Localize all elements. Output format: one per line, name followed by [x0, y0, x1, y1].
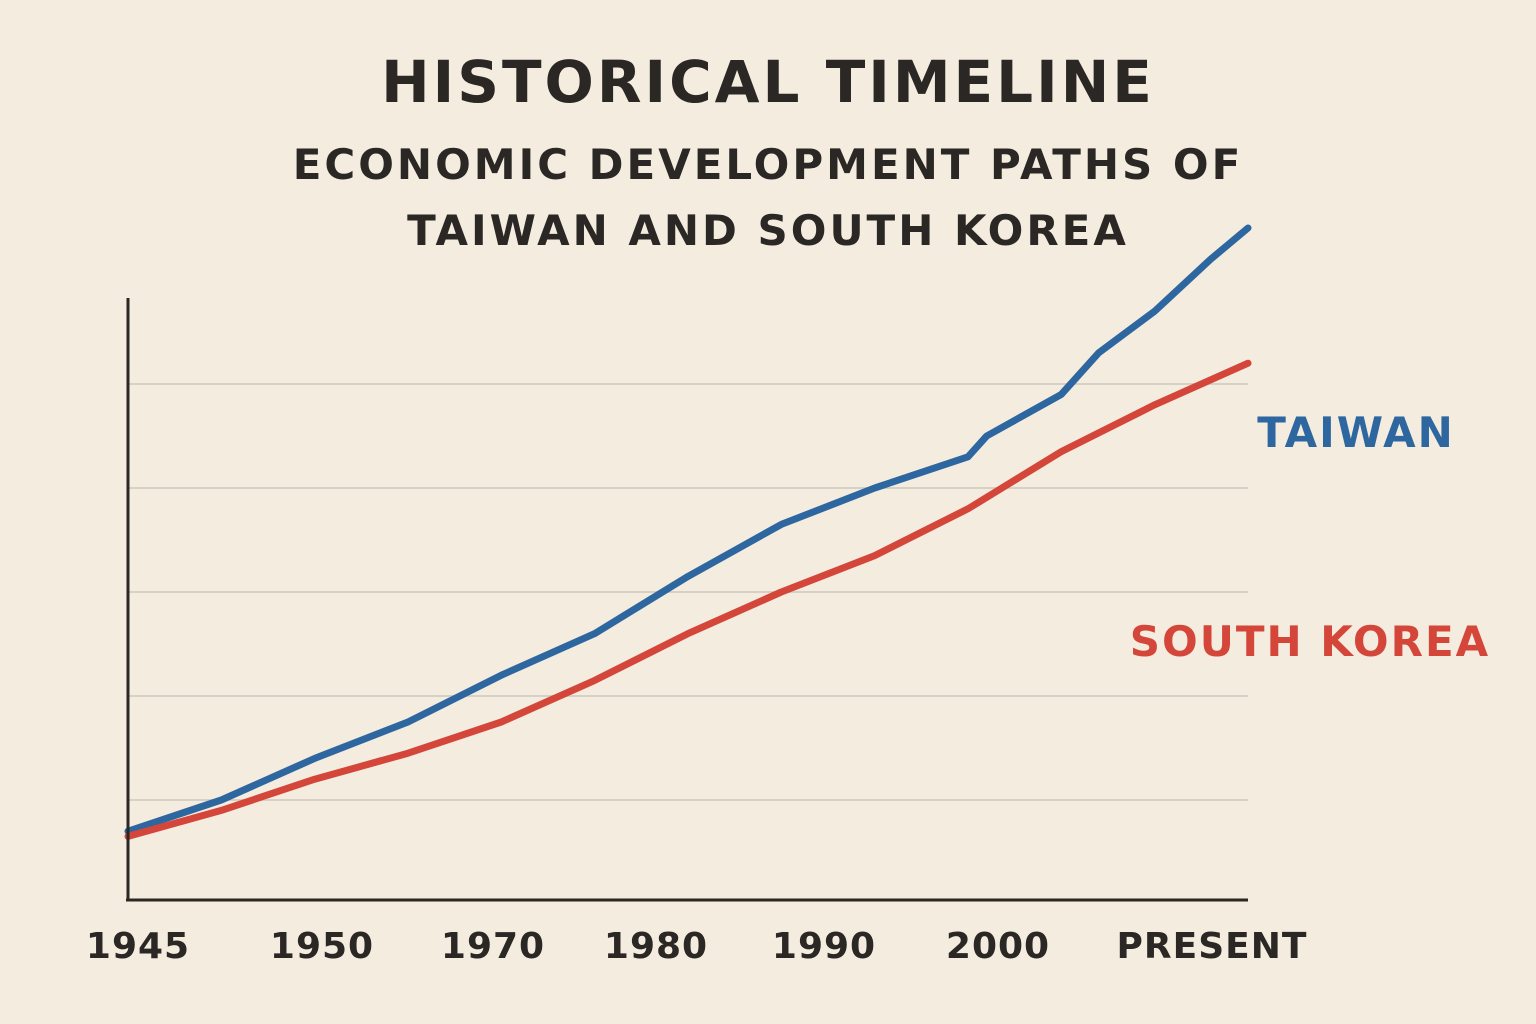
- x-tick-label: 1990: [772, 926, 876, 967]
- x-tick-label: 1950: [270, 926, 374, 967]
- series-lines: [124, 224, 1252, 840]
- series-label-south-korea: SOUTH KOREA: [1130, 617, 1490, 666]
- series-label-taiwan: TAIWAN: [1257, 408, 1455, 457]
- chart-subtitle-line-1: ECONOMIC DEVELOPMENT PATHS OF: [292, 140, 1244, 189]
- chart-title: HISTORICAL TIMELINE: [381, 48, 1155, 116]
- x-tick-labels: 1945 1950 1970 1980 1990 2000 PRESENT: [86, 926, 1308, 967]
- x-tick-label: PRESENT: [1117, 926, 1308, 967]
- x-tick-label: 1980: [604, 926, 708, 967]
- series-line-south-korea: [124, 359, 1252, 840]
- x-tick-label: 2000: [946, 926, 1050, 967]
- gridlines: [128, 383, 1248, 801]
- x-tick-label: 1970: [441, 926, 545, 967]
- chart-subtitle-line-2: TAIWAN AND SOUTH KOREA: [407, 206, 1129, 255]
- series-line-taiwan: [124, 224, 1252, 835]
- series-labels: TAIWAN SOUTH KOREA: [1130, 408, 1490, 666]
- x-tick-label: 1945: [86, 926, 190, 967]
